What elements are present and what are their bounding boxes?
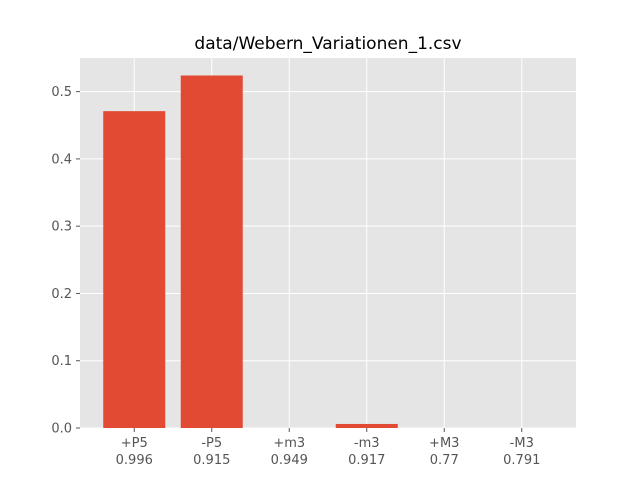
- y-tick-label: 0.2: [51, 287, 72, 302]
- x-tick-sublabel: 0.996: [116, 453, 153, 468]
- y-tick-label: 0.3: [51, 220, 72, 235]
- x-tick-sublabel: 0.77: [430, 453, 459, 468]
- y-tick-label: 0.5: [51, 85, 72, 100]
- bar--m3: [335, 423, 398, 428]
- x-tick-sublabel: 0.915: [193, 453, 230, 468]
- x-tick-label: -P5: [201, 436, 222, 451]
- y-tick-label: 0.4: [51, 152, 72, 167]
- bars: [103, 75, 398, 429]
- x-axis-ticks: +P5 0.996 -P5 0.915 +m3 0.949 -m3 0.917 +M3 0.77 -…: [116, 428, 540, 468]
- x-tick-label: +M3: [429, 436, 459, 451]
- x-tick-label: -M3: [510, 436, 534, 451]
- bar-+P5: [103, 111, 166, 429]
- x-tick-label: +P5: [121, 436, 148, 451]
- y-tick-label: 0.0: [51, 422, 72, 437]
- x-tick-label: -m3: [354, 436, 380, 451]
- y-tick-label: 0.1: [51, 354, 72, 369]
- chart-title: data/Webern_Variationen_1.csv: [194, 34, 461, 54]
- bar--P5: [180, 75, 243, 428]
- x-tick-sublabel: 0.917: [348, 453, 385, 468]
- y-axis-ticks: 0.0 0.1 0.2 0.3 0.4 0.5: [51, 85, 80, 437]
- x-tick-label: +m3: [273, 436, 305, 451]
- x-tick-sublabel: 0.949: [271, 453, 308, 468]
- x-tick-sublabel: 0.791: [503, 453, 540, 468]
